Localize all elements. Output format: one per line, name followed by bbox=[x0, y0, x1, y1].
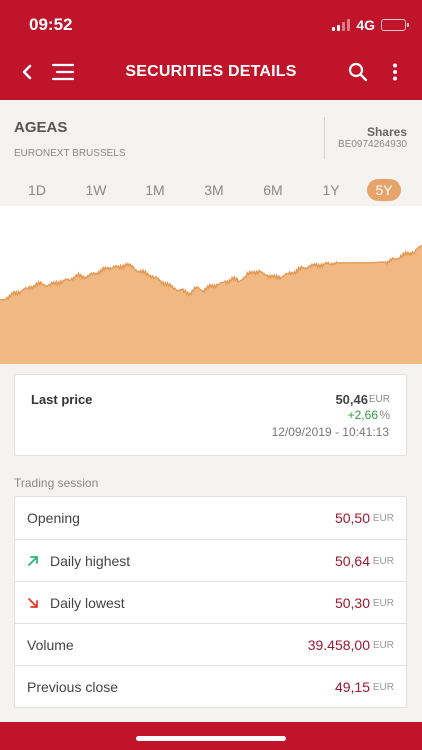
signal-strength-icon bbox=[332, 19, 351, 31]
row-daily-lowest: Daily lowest 50,30 EUR bbox=[15, 581, 406, 623]
tab-1w[interactable]: 1W bbox=[85, 182, 107, 198]
security-market: EURONEXT BRUSSELS bbox=[14, 148, 126, 159]
last-price-value: 50,46 bbox=[335, 392, 368, 407]
tab-6m[interactable]: 6M bbox=[263, 182, 283, 198]
row-currency: EUR bbox=[372, 682, 394, 693]
status-bar: 09:52 4G bbox=[0, 0, 422, 44]
row-daily-highest: Daily highest 50,64 EUR bbox=[15, 539, 406, 581]
tab-3m[interactable]: 3M bbox=[204, 182, 224, 198]
security-name: AGEAS bbox=[14, 119, 68, 136]
period-selector: 1D 1W 1M 3M 6M 1Y 5Y bbox=[0, 176, 422, 204]
battery-icon bbox=[381, 19, 409, 31]
price-chart-svg bbox=[0, 244, 422, 364]
navigation-bar: SECURITIES DETAILS bbox=[0, 44, 422, 100]
security-header: AGEAS EURONEXT BRUSSELS Shares BE0974264… bbox=[0, 104, 422, 172]
chart-line bbox=[0, 244, 422, 301]
header-divider bbox=[324, 117, 325, 159]
row-value: 50,50 bbox=[334, 510, 370, 526]
row-label: Previous close bbox=[27, 679, 119, 695]
row-label: Daily highest bbox=[50, 553, 131, 569]
menu-button[interactable] bbox=[48, 44, 78, 100]
tab-1y[interactable]: 1Y bbox=[322, 182, 340, 198]
status-time: 09:52 bbox=[29, 15, 73, 34]
price-chart[interactable] bbox=[0, 206, 422, 364]
last-price-currency: EUR bbox=[368, 394, 390, 405]
more-vertical-icon bbox=[393, 63, 397, 81]
hamburger-menu-icon bbox=[51, 63, 75, 81]
last-price-label: Last price bbox=[31, 392, 93, 407]
status-indicators: 4G bbox=[332, 17, 409, 33]
row-currency: EUR bbox=[372, 513, 394, 524]
tab-1d[interactable]: 1D bbox=[28, 182, 46, 198]
tab-5y[interactable]: 5Y bbox=[367, 179, 401, 201]
row-value: 50,30 bbox=[334, 595, 370, 611]
row-value: 50,64 bbox=[334, 553, 370, 569]
security-isin: BE0974264930 bbox=[338, 139, 407, 150]
security-type: Shares bbox=[366, 125, 407, 139]
last-price-card: Last price 50,46 EUR +2,66 % 12/09/2019 … bbox=[14, 374, 407, 456]
arrow-down-right-icon bbox=[28, 598, 38, 608]
tab-1m[interactable]: 1M bbox=[145, 182, 165, 198]
chart-area bbox=[0, 245, 422, 364]
row-previous-close: Previous close 49,15 EUR bbox=[15, 665, 406, 707]
row-volume: Volume 39.458,00 EUR bbox=[15, 623, 406, 665]
row-value: 49,15 bbox=[334, 679, 370, 695]
row-currency: EUR bbox=[372, 556, 394, 567]
price-change-unit: % bbox=[379, 408, 390, 422]
more-options-button[interactable] bbox=[380, 44, 410, 100]
row-label: Opening bbox=[27, 510, 80, 526]
back-button[interactable] bbox=[12, 44, 42, 100]
last-price-datetime: 12/09/2019 - 10:41:13 bbox=[271, 425, 389, 439]
home-indicator[interactable] bbox=[136, 736, 286, 741]
row-label: Volume bbox=[27, 637, 74, 653]
row-currency: EUR bbox=[372, 598, 394, 609]
price-change: +2,66 bbox=[347, 408, 378, 422]
row-currency: EUR bbox=[372, 640, 394, 651]
chevron-left-icon bbox=[22, 64, 32, 80]
trading-session-card: Opening 50,50 EUR Daily highest 50,64 EU… bbox=[14, 496, 407, 708]
bottom-bar bbox=[0, 722, 422, 750]
row-value: 39.458,00 bbox=[307, 637, 370, 653]
trading-session-title: Trading session bbox=[14, 476, 99, 490]
arrow-up-right-icon bbox=[28, 556, 38, 566]
search-icon bbox=[348, 62, 368, 82]
row-opening: Opening 50,50 EUR bbox=[15, 497, 406, 539]
row-label: Daily lowest bbox=[50, 595, 125, 611]
search-button[interactable] bbox=[340, 44, 376, 100]
network-type: 4G bbox=[356, 17, 375, 33]
